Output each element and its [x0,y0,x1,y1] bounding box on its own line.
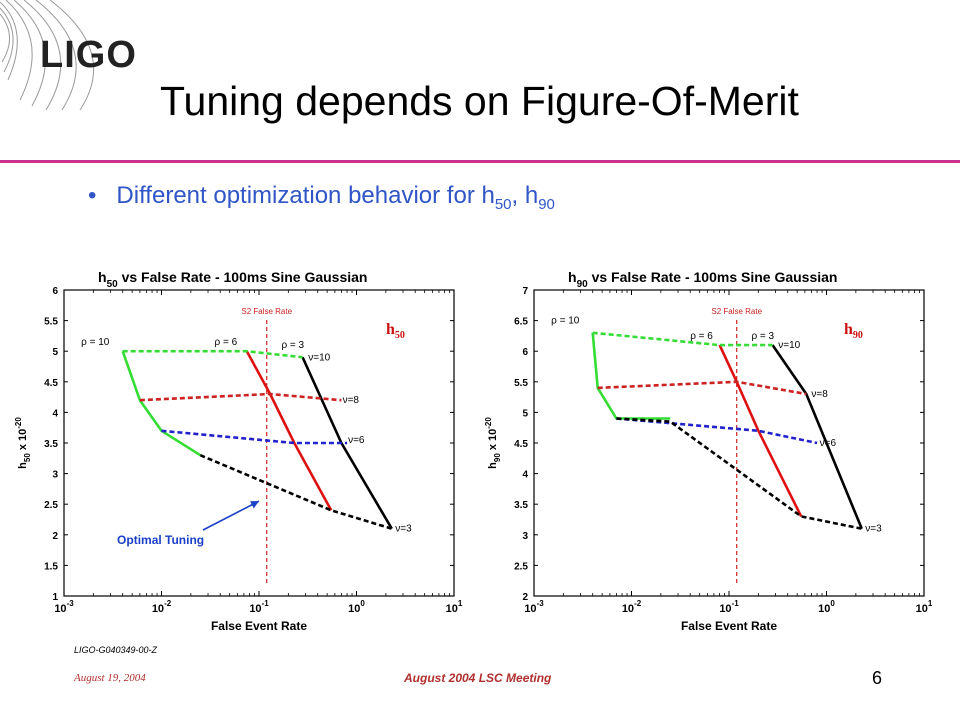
bullet-dot-icon: • [88,182,97,209]
page-number: 6 [872,668,883,688]
curve-label: ν=10 [308,352,330,363]
x-tick-label: 10-3 [54,599,74,615]
series-10-line [591,332,671,420]
series-6-line [616,417,818,445]
bullet-text: Different optimization behavior for h [116,182,495,209]
y-tick-label: 6 [522,347,528,358]
title-divider [0,160,960,163]
curve-label: ρ = 10 [551,316,580,327]
h90-false-rate-chart: h90 vs False Rate - 100ms Sine Gaussian 2… [484,269,933,633]
x-tick-label: 10-1 [719,599,739,615]
y-tick-label: 5 [52,347,58,358]
curve-label: ρ = 6 [690,331,713,342]
y-tick-label: 2 [522,592,528,603]
chart-title: h90 vs False Rate - 100ms Sine Gaussian [568,269,837,290]
y-tick-label: 5 [522,408,528,419]
y-tick-label: 4 [522,470,528,481]
curve-label: ν=6 [820,438,837,449]
chart-title: h50 vs False Rate - 100ms Sine Gaussian [98,269,367,290]
series-8-line [597,380,807,396]
y-tick-label: 2 [52,531,58,542]
y-tick-label: 6 [52,286,58,297]
optimal-tuning-annotation: Optimal Tuning [117,533,204,547]
y-tick-label: 3 [522,531,528,542]
series-10-line [122,349,303,359]
y-tick-label: 6.5 [514,317,528,328]
bullet-separator: , h [511,182,539,209]
curve-label: ρ = 6 [215,337,238,348]
x-tick-label: 10-3 [524,599,544,615]
curve-label: ρ = 10 [81,337,110,348]
x-axis-label: False Event Rate [681,619,777,633]
bullet-point: • Different optimization behavior for h50… [88,182,555,213]
y-tick-label: 3.5 [514,500,528,511]
curve-label: ν=8 [343,395,360,406]
x-tick-label: 100 [348,599,365,615]
s2-false-rate-label: S2 False Rate [711,307,762,316]
s2-false-rate-label: S2 False Rate [241,307,292,316]
curve-label: ν=3 [395,524,412,535]
curve-label: ν=3 [865,524,882,535]
series-10-line [121,350,201,457]
series-6-line [161,429,348,445]
document-id: LIGO-G040349-00-Z [74,645,158,655]
y-tick-label: 4.5 [44,378,58,389]
series-3-line [616,417,863,530]
curve-label: ρ = 3 [751,331,774,342]
bullet-subscript-50: 50 [494,195,512,213]
slide-title: Tuning depends on Figure-Of-Merit [160,78,799,124]
y-tick-label: 1.5 [44,561,58,572]
x-axis-label: False Event Rate [211,619,307,633]
y-axis-label: h90 x 10-20 [484,417,502,469]
curve-label: ν=8 [811,389,828,400]
series-10-line [592,331,773,347]
logo-text: LIGO [40,34,137,76]
y-tick-label: 3.5 [44,439,58,450]
series-6-line [718,344,803,517]
annotation-arrow [202,500,260,531]
corner-label: h90 [844,321,863,341]
annotation-arrowhead-icon [250,501,259,509]
curve-label: ρ = 3 [281,340,304,351]
y-tick-label: 7 [522,286,528,297]
x-tick-label: 101 [916,599,933,615]
y-tick-label: 3 [52,470,58,481]
h50-false-rate-chart: h50 vs False Rate - 100ms Sine Gaussian 1… [14,269,463,633]
x-tick-label: 10-1 [249,599,269,615]
x-tick-label: 10-2 [622,599,642,615]
logo-arcs-icon [0,0,95,110]
x-tick-label: 10-2 [152,599,172,615]
y-tick-label: 2.5 [514,561,528,572]
bullet-subscript-90: 90 [538,195,555,213]
y-tick-label: 5.5 [44,317,58,328]
y-axis-label: h50 x 10-20 [14,417,32,469]
footer-date: August 19, 2004 [74,672,146,684]
curve-label: ν=6 [348,435,365,446]
y-tick-label: 5.5 [514,378,528,389]
curve-label: ν=10 [778,340,800,351]
series-6-line [245,350,333,511]
y-tick-label: 4.5 [514,439,528,450]
x-tick-label: 101 [446,599,463,615]
y-tick-label: 4 [52,408,58,419]
series-3-line [199,454,393,530]
corner-label: h50 [386,321,405,341]
series-8-line [139,392,342,402]
y-tick-label: 1 [52,592,58,603]
x-tick-label: 100 [818,599,835,615]
footer-meeting: August 2004 LSC Meeting [404,671,552,685]
y-tick-label: 2.5 [44,500,58,511]
